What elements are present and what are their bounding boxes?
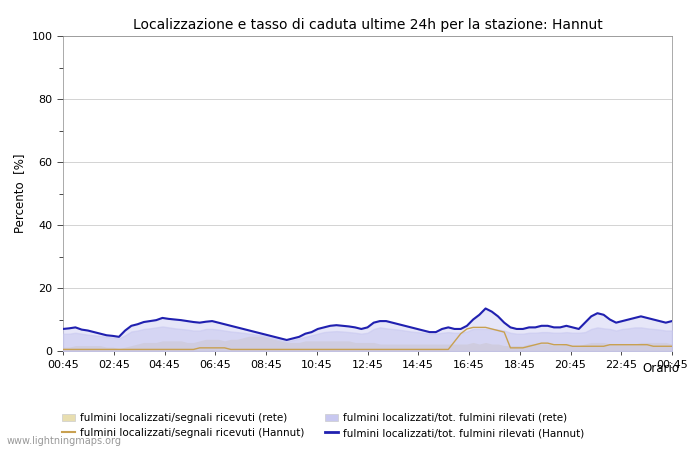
Text: Orario: Orario [642, 362, 679, 375]
Legend: fulmini localizzati/segnali ricevuti (rete), fulmini localizzati/segnali ricevut: fulmini localizzati/segnali ricevuti (re… [62, 413, 584, 438]
Y-axis label: Percento  [%]: Percento [%] [13, 154, 26, 233]
Text: www.lightningmaps.org: www.lightningmaps.org [7, 436, 122, 446]
Title: Localizzazione e tasso di caduta ultime 24h per la stazione: Hannut: Localizzazione e tasso di caduta ultime … [132, 18, 603, 32]
